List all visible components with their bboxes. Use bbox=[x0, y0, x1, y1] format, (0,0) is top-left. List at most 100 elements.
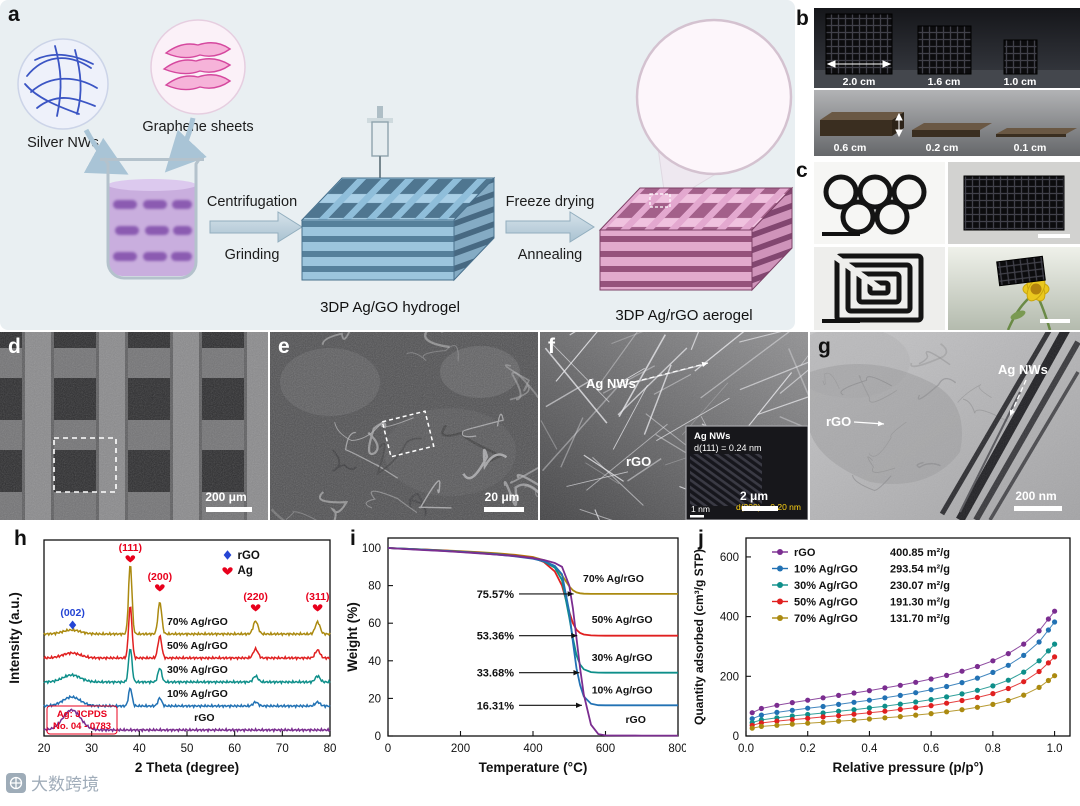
tga-chart: 0 200 400 600 800 0 20 40 60 80 100 Temperature (°C… bbox=[342, 524, 688, 805]
scalebar bbox=[484, 507, 524, 512]
scalebar bbox=[206, 507, 252, 512]
scalebar-label: 200 nm bbox=[1015, 489, 1056, 503]
svg-text:(002): (002) bbox=[60, 607, 85, 619]
panel-g-tem: rGO Ag NWs 200 nm bbox=[810, 332, 1080, 520]
scalebar bbox=[742, 506, 778, 511]
printed-lattice-sheet bbox=[963, 175, 1065, 231]
svg-text:200: 200 bbox=[451, 743, 470, 755]
panel-d-sem: 200 μm bbox=[0, 332, 268, 520]
svg-text:30% Ag/rGO: 30% Ag/rGO bbox=[592, 652, 653, 664]
svg-text:rGO: rGO bbox=[794, 547, 816, 559]
svg-text:Ag: Ag bbox=[238, 565, 253, 577]
silver-nws-icon bbox=[17, 38, 109, 130]
zoom-region-box bbox=[53, 437, 117, 493]
printed-rings bbox=[823, 174, 927, 235]
freeze-drying-label: Freeze drying bbox=[506, 194, 595, 210]
watermark-text: 大数跨境 bbox=[31, 775, 99, 794]
printer-nozzle-icon bbox=[367, 106, 393, 192]
svg-text:50% Ag/rGO: 50% Ag/rGO bbox=[592, 614, 653, 626]
panel-e-sem: 20 μm bbox=[270, 332, 538, 520]
svg-text:50% Ag/rGO: 50% Ag/rGO bbox=[794, 597, 858, 609]
svg-text:30: 30 bbox=[85, 743, 98, 755]
rgo-label: rGO bbox=[826, 414, 851, 429]
process-arrow-2 bbox=[505, 211, 595, 243]
scalebar-label: 200 μm bbox=[205, 490, 246, 504]
scalebar bbox=[822, 319, 860, 323]
svg-text:Relative pressure (p/p°): Relative pressure (p/p°) bbox=[833, 760, 984, 775]
svg-text:No. 04 - 0783: No. 04 - 0783 bbox=[53, 721, 111, 732]
tga-plot: 0 200 400 600 800 0 20 40 60 80 100 Temperature (°C… bbox=[345, 537, 688, 775]
aerogel-lattice bbox=[598, 186, 794, 292]
dimension-arrow bbox=[826, 60, 892, 68]
svg-text:600: 600 bbox=[720, 552, 739, 564]
svg-text:400: 400 bbox=[720, 612, 739, 624]
grinding-label: Grinding bbox=[225, 247, 280, 263]
panel-d-label: d bbox=[8, 335, 21, 358]
svg-text:Ag: JCPDS: Ag: JCPDS bbox=[57, 709, 107, 720]
panel-a-illustration: Silver NWs Graphene sheets bbox=[0, 0, 795, 330]
isotherm-chart: 0.0 0.2 0.4 0.6 0.8 1.0 0 200 400 600 Relative pre… bbox=[688, 524, 1080, 805]
svg-text:230.07 m²/g: 230.07 m²/g bbox=[890, 580, 950, 592]
svg-text:40: 40 bbox=[133, 743, 146, 755]
scalebar bbox=[1040, 319, 1070, 323]
zoom-target-box bbox=[649, 193, 671, 208]
aerogel-slab-medium bbox=[912, 123, 992, 137]
inset-ag-label: Ag NWs bbox=[694, 431, 730, 442]
svg-text:293.54 m²/g: 293.54 m²/g bbox=[890, 564, 950, 576]
ag-nws-label: Ag NWs bbox=[586, 376, 636, 391]
svg-text:10% Ag/rGO: 10% Ag/rGO bbox=[167, 688, 228, 700]
hydrogel-lattice bbox=[300, 176, 496, 282]
svg-text:(220): (220) bbox=[243, 591, 268, 603]
panel-f-sem: Ag NWs rGO Ag NWs d(111) = 0.24 nm d(200… bbox=[540, 332, 808, 520]
svg-text:20: 20 bbox=[368, 693, 381, 705]
lattice-on-flower bbox=[996, 255, 1046, 287]
leaf bbox=[1010, 310, 1026, 320]
panel-b-photo-bottom: 0.6 cm 0.2 cm 0.1 cm bbox=[814, 90, 1080, 156]
svg-text:10% Ag/rGO: 10% Ag/rGO bbox=[592, 685, 653, 697]
silver-nws-label: Silver NWs bbox=[27, 135, 99, 151]
panel-a-label: a bbox=[8, 3, 20, 26]
svg-text:Temperature (°C): Temperature (°C) bbox=[479, 760, 588, 775]
svg-text:53.36%: 53.36% bbox=[477, 631, 515, 643]
annealing-label: Annealing bbox=[518, 247, 583, 263]
svg-text:131.70 m²/g: 131.70 m²/g bbox=[890, 613, 950, 625]
svg-text:10% Ag/rGO: 10% Ag/rGO bbox=[794, 564, 858, 576]
svg-text:rGO: rGO bbox=[194, 712, 214, 724]
svg-text:70% Ag/rGO: 70% Ag/rGO bbox=[583, 573, 644, 585]
svg-text:400.85 m²/g: 400.85 m²/g bbox=[890, 547, 950, 559]
ag-nws-label: Ag NWs bbox=[998, 362, 1048, 377]
scalebar bbox=[1038, 234, 1070, 238]
size-label: 1.0 cm bbox=[1004, 76, 1037, 88]
svg-text:30% Ag/rGO: 30% Ag/rGO bbox=[167, 664, 228, 676]
aerogel-label: 3DP Ag/rGO aerogel bbox=[615, 307, 752, 324]
aerogel-slab-thick bbox=[820, 112, 904, 138]
spiral-gap bbox=[828, 250, 881, 291]
svg-text:0: 0 bbox=[385, 743, 391, 755]
xrd-chart: 20 30 40 50 60 70 80 2 Theta (degree) Intensity … bbox=[6, 524, 338, 805]
watermark: 大数跨境 bbox=[6, 770, 99, 795]
svg-text:0: 0 bbox=[733, 731, 739, 743]
svg-text:60: 60 bbox=[368, 618, 381, 630]
size-label: 2.0 cm bbox=[843, 76, 876, 88]
graphene-sheets-icon bbox=[150, 19, 246, 115]
panel-b-label: b bbox=[796, 7, 809, 30]
svg-text:33.68%: 33.68% bbox=[477, 668, 515, 680]
panel-c-label: c bbox=[796, 159, 808, 182]
size-label: 1.6 cm bbox=[928, 76, 961, 88]
aerogel-slab-thin bbox=[996, 128, 1077, 137]
inset-scalebar bbox=[690, 515, 704, 518]
xrd-plot: 20 30 40 50 60 70 80 2 Theta (degree) Intensity … bbox=[7, 539, 336, 775]
panel-h-label: h bbox=[14, 527, 27, 550]
svg-text:rGO: rGO bbox=[238, 550, 260, 562]
svg-text:Intensity (a.u.): Intensity (a.u.) bbox=[7, 592, 22, 684]
scalebar bbox=[822, 232, 860, 236]
panel-c-rings-photo bbox=[814, 162, 945, 244]
panel-c-lattice-photo bbox=[948, 162, 1080, 244]
svg-text:0.6: 0.6 bbox=[923, 743, 939, 755]
svg-text:(111): (111) bbox=[119, 542, 142, 554]
rgo-label: rGO bbox=[626, 454, 651, 469]
panel-c-spiral-photo bbox=[814, 247, 945, 330]
svg-text:200: 200 bbox=[720, 671, 739, 683]
panel-b-photo-top: 2.0 cm 1.6 cm 1.0 cm bbox=[814, 8, 1080, 88]
